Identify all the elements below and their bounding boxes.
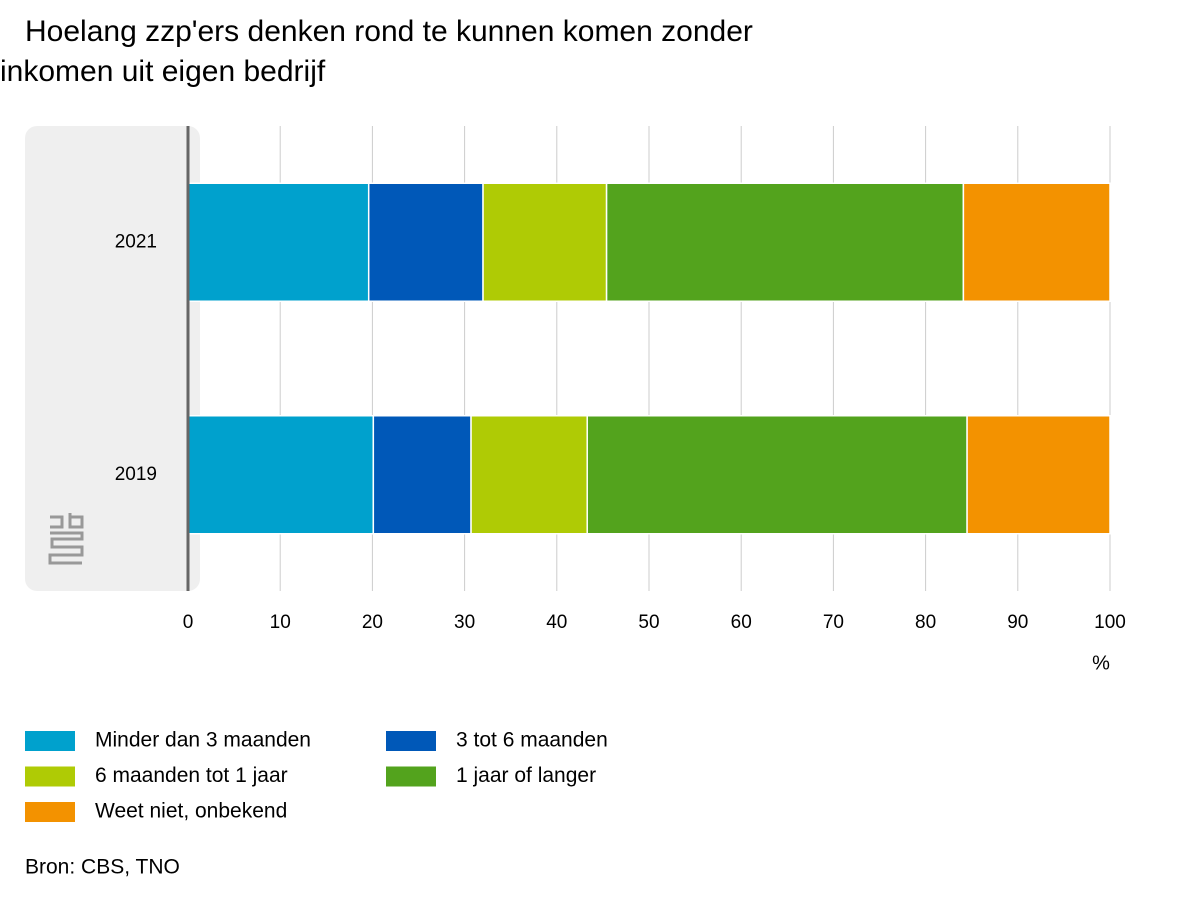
source: Bron: CBS, TNO [25,856,180,879]
legend-swatch [386,766,436,787]
legend-label: 3 tot 6 maanden [456,729,608,752]
bars: 2021 2019 [115,182,1111,535]
x-tick-label: 0 [183,612,194,633]
legend-label: 1 jaar of langer [456,764,596,787]
chart-title: Hoelang zzp'ers denken rond te kunnen ko… [0,15,753,88]
bar-segment [586,415,968,535]
bar-segment [187,415,375,535]
legend-swatch [25,766,75,787]
x-axis-label: % [1092,652,1110,674]
bar-segment [482,182,608,302]
x-tick-label: 50 [638,612,659,633]
legend-swatch [25,802,75,822]
x-tick-label: 100 [1094,612,1126,633]
x-tick-label: 60 [731,612,752,633]
legend-swatch [386,731,436,751]
x-tick-label: 30 [454,612,475,633]
y-tick-label: 2019 [115,464,157,485]
bar-segment [367,182,484,302]
x-tick-label: 70 [823,612,844,633]
x-tick-label: 20 [362,612,383,633]
x-tick-label: 80 [915,612,936,633]
legend-label: Weet niet, onbekend [95,800,287,823]
bar-segment [962,182,1111,302]
bar-segment [372,415,472,535]
x-tick-label: 10 [270,612,291,633]
plot-background [25,126,200,591]
legend-label: Minder dan 3 maanden [95,729,311,752]
legend-label: 6 maanden tot 1 jaar [95,764,288,787]
x-tick-label: 90 [1007,612,1028,633]
logo [48,513,84,565]
bar-segment [187,182,370,302]
bar-segment [470,415,588,535]
bar-segment [605,182,965,302]
title-box: Hoelang zzp'ers denken rond te kunnen ko… [0,15,753,88]
y-tick-label: 2021 [115,231,157,252]
legend-swatch [25,731,75,751]
bar-segment [966,415,1111,535]
legend: Minder dan 3 maanden 3 tot 6 maanden 6 maa… [25,729,608,823]
x-tick-label: 40 [546,612,567,633]
